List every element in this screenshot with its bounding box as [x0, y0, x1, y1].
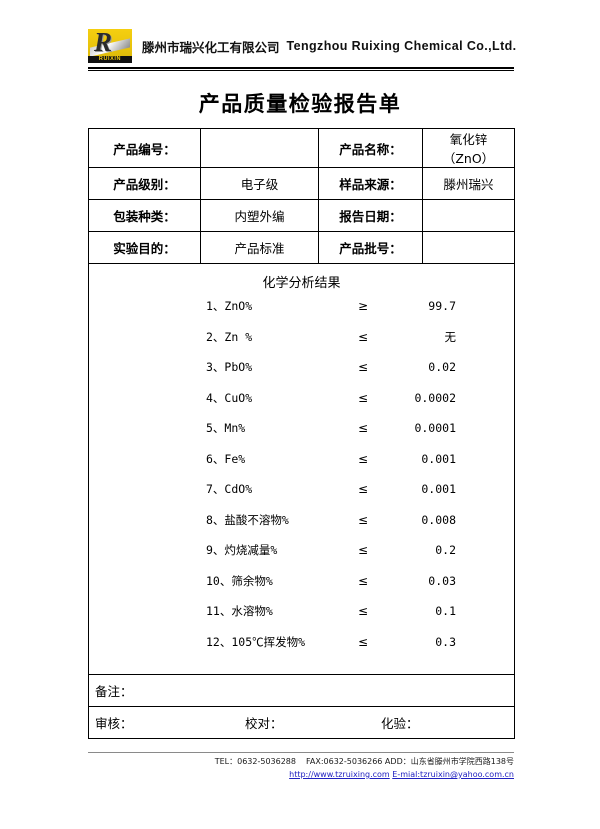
table-row: 包装种类： 内塑外编 报告日期：	[88, 199, 515, 232]
signoff-review-label: 审核：	[95, 716, 133, 731]
analysis-item-operator: ≤	[357, 634, 369, 649]
analysis-item-name: 8、盐酸不溶物%	[206, 512, 289, 527]
analysis-item-operator: ≤	[357, 421, 369, 435]
field-label-product-name: 产品名称：	[318, 128, 423, 168]
analysis-item-operator: ≤	[357, 329, 369, 344]
analysis-item-name: 2、Zn %	[206, 329, 253, 344]
letterhead: R RUIXIN 滕州市瑞兴化工有限公司 Tengzhou Ruixing Ch…	[88, 24, 517, 68]
company-logo-icon: R RUIXIN	[88, 29, 132, 63]
analysis-item-name: 11、水溶物%	[206, 604, 273, 618]
field-label-batch-number: 产品批号：	[318, 231, 423, 264]
table-row: 产品编号： 产品名称： 氧化锌（ZnO）	[88, 128, 515, 168]
analysis-item-name: 1、ZnO%	[206, 299, 253, 313]
company-name-en: Tengzhou Ruixing Chemical Co.,Ltd.	[286, 39, 517, 53]
analysis-item-value: 0.2	[435, 543, 456, 557]
footer-email-link[interactable]: E-mial:tzruixin@yahoo.com.cn	[392, 770, 514, 779]
analysis-item-value: 0.001	[421, 451, 456, 466]
analysis-item-operator: ≥	[357, 299, 369, 313]
analysis-item-name: 3、PbO%	[206, 360, 253, 374]
analysis-item: 12、105℃挥发物% ≤0.3	[89, 634, 514, 665]
analysis-item: 7、CdO% ≤0.001	[89, 481, 514, 512]
analysis-item: 11、水溶物% ≤0.1	[89, 603, 514, 634]
header-divider	[88, 67, 514, 71]
analysis-item-operator: ≤	[357, 451, 369, 466]
analysis-item: 2、Zn % ≤ 无	[89, 329, 514, 360]
analysis-item-operator: ≤	[357, 604, 369, 618]
analysis-item-value: 0.008	[421, 512, 456, 527]
analysis-heading: 化学分析结果	[262, 276, 341, 291]
field-label-product-code: 产品编号：	[88, 128, 201, 168]
remarks-label: 备注：	[95, 684, 133, 699]
analysis-item-value: 0.0001	[414, 421, 456, 435]
footer-tel: TEL：0632-5036288	[214, 757, 296, 766]
table-row: 备注：	[88, 674, 515, 707]
analysis-item-operator: ≤	[357, 360, 369, 374]
company-name-cn: 滕州市瑞兴化工有限公司	[142, 39, 280, 55]
analysis-item: 10、筛余物% ≤0.03	[89, 573, 514, 604]
analysis-item-list: 1、ZnO% ≥99.7 2、Zn % ≤ 无 3、PbO% ≤0.02 4、CuO% ≤0.0…	[89, 298, 514, 664]
remarks-cell: 备注：	[88, 674, 515, 707]
field-label-package-type: 包装种类：	[88, 199, 201, 232]
signoff-proofread-label: 校对：	[245, 716, 283, 731]
logo-wordmark: RUIXIN	[88, 56, 132, 63]
field-label-sample-source: 样品来源：	[318, 167, 423, 200]
page-title: 产品质量检验报告单	[198, 92, 402, 116]
analysis-item-value: 0.001	[421, 482, 456, 496]
field-value-batch-number	[422, 231, 515, 264]
analysis-item-operator: ≤	[357, 543, 369, 557]
analysis-item-name: 5、Mn%	[206, 421, 246, 435]
analysis-item: 1、ZnO% ≥99.7	[89, 298, 514, 329]
analysis-item-value: 99.7	[428, 299, 456, 313]
analysis-item: 5、Mn% ≤0.0001	[89, 420, 514, 451]
field-label-report-date: 报告日期：	[318, 199, 423, 232]
analysis-item-name: 10、筛余物%	[206, 573, 273, 588]
footer-website-link[interactable]: http://www.tzruixing.com	[289, 770, 390, 779]
field-value-sample-source: 滕州瑞兴	[422, 167, 515, 200]
field-value-product-name: 氧化锌（ZnO）	[422, 128, 515, 168]
analysis-item-name: 7、CdO%	[206, 482, 253, 496]
field-value-test-purpose: 产品标准	[200, 231, 319, 264]
analysis-item: 3、PbO% ≤0.02	[89, 359, 514, 390]
analysis-item: 6、Fe% ≤0.001	[89, 451, 514, 482]
analysis-item: 9、灼烧减量% ≤0.2	[89, 542, 514, 573]
analysis-item-value: 0.3	[435, 634, 456, 649]
table-row: 实验目的： 产品标准 产品批号：	[88, 231, 515, 264]
signoff-test-label: 化验：	[381, 716, 419, 731]
footer-divider	[88, 752, 514, 753]
analysis-item-operator: ≤	[357, 512, 369, 527]
analysis-item-name: 6、Fe%	[206, 451, 246, 466]
analysis-item-name: 4、CuO%	[206, 390, 253, 405]
field-value-product-code	[200, 128, 319, 168]
analysis-item-operator: ≤	[357, 482, 369, 496]
footer-fax-address: FAX:0632-5036266 ADD：山东省滕州市学院西路138号	[306, 757, 514, 766]
field-label-product-grade: 产品级别：	[88, 167, 201, 200]
analysis-item-value: 无	[444, 329, 457, 344]
analysis-cell: 化学分析结果 1、ZnO% ≥99.7 2、Zn % ≤ 无 3、PbO% ≤0.02 4、C…	[88, 263, 515, 675]
field-label-test-purpose: 实验目的：	[88, 231, 201, 264]
analysis-item-value: 0.02	[428, 360, 456, 374]
field-value-product-grade: 电子级	[200, 167, 319, 200]
analysis-item-name: 9、灼烧减量%	[206, 543, 278, 557]
table-row: 审核： 校对： 化验：	[88, 706, 515, 739]
field-value-report-date	[422, 199, 515, 232]
table-row: 产品级别： 电子级 样品来源： 滕州瑞兴	[88, 167, 515, 200]
analysis-item-value: 0.1	[435, 604, 456, 618]
signoff-cell: 审核： 校对： 化验：	[88, 706, 515, 739]
analysis-item: 8、盐酸不溶物% ≤0.008	[89, 512, 514, 543]
analysis-row: 化学分析结果 1、ZnO% ≥99.7 2、Zn % ≤ 无 3、PbO% ≤0.02 4、C…	[88, 263, 515, 675]
analysis-item-operator: ≤	[357, 573, 369, 588]
footer: TEL：0632-5036288 FAX:0632-5036266 ADD：山东省…	[88, 756, 514, 781]
analysis-item-value: 0.03	[428, 573, 456, 588]
analysis-item-operator: ≤	[357, 390, 369, 405]
report-table: 产品编号： 产品名称： 氧化锌（ZnO） 产品级别： 电子级 样品来源： 滕州瑞…	[88, 128, 515, 739]
analysis-item-value: 0.0002	[414, 390, 456, 405]
field-value-package-type: 内塑外编	[200, 199, 319, 232]
logo-letter: R	[94, 29, 112, 57]
analysis-item: 4、CuO% ≤0.0002	[89, 390, 514, 421]
analysis-item-name: 12、105℃挥发物%	[206, 634, 306, 649]
